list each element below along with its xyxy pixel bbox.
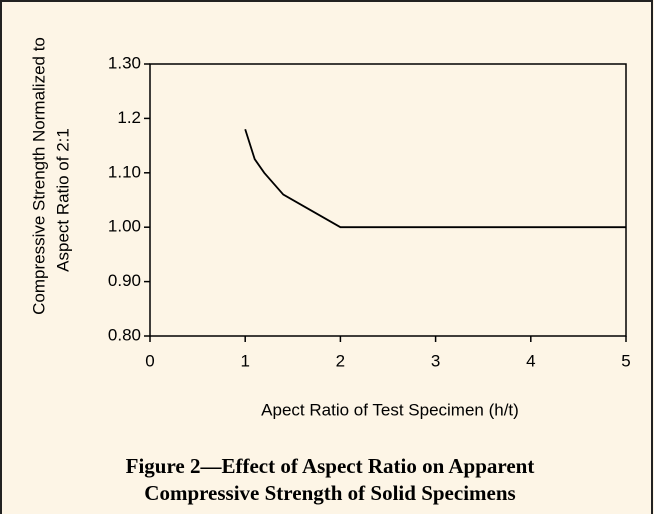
y-tick-label: 0.90 xyxy=(108,271,141,290)
x-axis-title: Apect Ratio of Test Specimen (h/t) xyxy=(261,400,519,419)
data-line xyxy=(244,129,626,229)
x-tick-label: 3 xyxy=(431,351,440,370)
caption: Compressive Strength of Solid Specimens xyxy=(144,481,515,505)
y-axis-title: Compressive Strength Normalized to xyxy=(29,37,48,315)
y-axis-title: Aspect Ratio of 2:1 xyxy=(53,128,72,272)
y-tick-label: 1.2 xyxy=(117,108,141,127)
plot-area xyxy=(149,63,627,337)
y-tick-label: 0.80 xyxy=(108,325,141,344)
x-tick-label: 4 xyxy=(526,351,535,370)
x-tick-label: 1 xyxy=(240,351,249,370)
y-tick-label: 1.10 xyxy=(108,162,141,181)
y-tick-label: 1.00 xyxy=(108,217,141,236)
x-tick-label: 5 xyxy=(621,351,630,370)
x-tick-label: 0 xyxy=(145,351,154,370)
caption: Figure 2—Effect of Aspect Ratio on Appar… xyxy=(126,454,535,478)
y-tick-label: 1.30 xyxy=(108,53,141,72)
x-tick-label: 2 xyxy=(336,351,345,370)
